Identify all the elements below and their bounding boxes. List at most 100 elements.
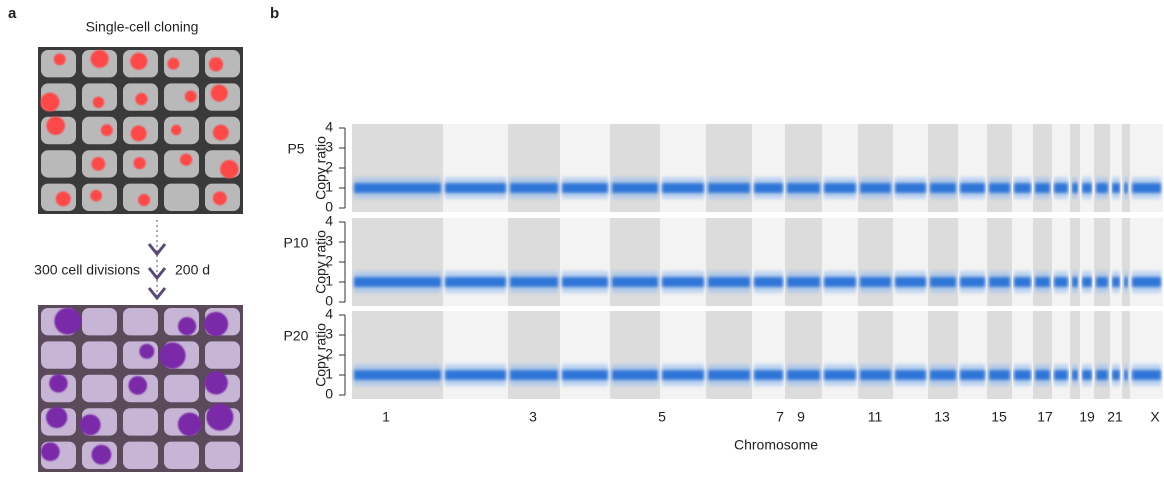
copy-ratio-band <box>354 183 441 193</box>
copy-ratio-band <box>1014 370 1031 380</box>
colony <box>210 84 228 102</box>
chromosome-band <box>1122 124 1130 212</box>
y-tick-label: 2 <box>325 159 333 175</box>
copy-ratio-band <box>445 277 506 287</box>
copy-ratio-band <box>754 183 783 193</box>
copy-ratio-band <box>1014 183 1031 193</box>
colony <box>46 406 68 429</box>
well <box>123 308 158 336</box>
panel-title: Single-cell cloning <box>86 19 199 35</box>
well <box>41 150 76 178</box>
colony <box>137 193 151 207</box>
well <box>82 374 117 403</box>
chromosome-band <box>1122 311 1130 399</box>
copy-ratio-band <box>1014 277 1031 287</box>
arrow-label: 200 d <box>175 262 210 278</box>
copy-ratio-band <box>354 277 441 287</box>
colony <box>220 159 239 179</box>
colony <box>46 116 65 135</box>
x-tick-label: 17 <box>1037 409 1053 425</box>
well <box>41 341 76 369</box>
y-tick-label: 1 <box>325 273 333 289</box>
copy-ratio-band <box>445 183 506 193</box>
row-label: P5 <box>287 141 304 157</box>
chromosome-band <box>1122 218 1130 306</box>
copy-ratio-band <box>895 370 926 380</box>
copy-ratio-band <box>445 370 506 380</box>
y-axis-label: Copy ratio <box>313 136 329 200</box>
x-tick-label: 11 <box>868 409 883 425</box>
x-tick-label: 1 <box>382 409 390 425</box>
copy-ratio-band <box>860 183 891 193</box>
copy-ratio-band <box>754 277 783 287</box>
colony <box>40 92 60 112</box>
y-tick-label: 1 <box>325 179 333 195</box>
copy-ratio-band <box>824 277 856 287</box>
y-tick-label: 4 <box>325 306 333 322</box>
colony <box>159 342 186 369</box>
copy-ratio-band <box>1124 277 1128 287</box>
copy-ratio-band <box>612 370 658 380</box>
copy-ratio-band <box>754 370 783 380</box>
colony <box>177 412 202 437</box>
arrow <box>147 220 167 301</box>
colony <box>130 52 148 70</box>
well <box>164 83 199 111</box>
well <box>164 441 199 469</box>
x-axis-label: Chromosome <box>734 437 818 453</box>
colony <box>53 53 66 66</box>
well <box>123 408 158 436</box>
copy-ratio-band <box>1124 183 1128 193</box>
well <box>82 308 117 336</box>
colony <box>92 96 105 109</box>
x-tick-label: 3 <box>529 409 537 425</box>
y-axis-label: Copy ratio <box>313 230 329 294</box>
copy-ratio-band <box>1072 370 1078 380</box>
copy-ratio-band <box>1054 277 1068 287</box>
colony <box>128 376 148 395</box>
copy-ratio-band <box>662 183 704 193</box>
x-tick-label: X <box>1150 409 1160 425</box>
colony <box>139 343 155 359</box>
well <box>205 441 240 469</box>
y-tick-label: 0 <box>325 199 333 215</box>
well <box>164 116 199 145</box>
copy-ratio-band <box>562 277 608 287</box>
colony <box>133 157 146 170</box>
y-tick-label: 2 <box>325 346 333 362</box>
copy-ratio-band <box>1132 277 1161 287</box>
copy-ratio-band <box>1072 183 1078 193</box>
colony <box>49 374 68 393</box>
copy-ratio-band <box>960 183 985 193</box>
copy-ratio-band <box>960 277 985 287</box>
copy-ratio-band <box>1054 370 1068 380</box>
panel-label: a <box>8 5 17 22</box>
x-tick-label: 7 <box>776 409 784 425</box>
colony <box>54 307 82 335</box>
copy-ratio-band <box>612 183 658 193</box>
well <box>205 341 240 369</box>
colony <box>91 156 106 171</box>
y-axis-label: Copy ratio <box>313 323 329 387</box>
row-label: P10 <box>284 235 309 251</box>
well <box>123 441 158 469</box>
chromosome-band <box>1070 311 1080 399</box>
x-tick-label: 9 <box>797 409 805 425</box>
copy-ratio-band <box>510 183 558 193</box>
x-tick-label: 13 <box>934 409 950 425</box>
copy-ratio-band <box>354 370 441 380</box>
well <box>164 150 199 178</box>
chromosome-band <box>1070 218 1080 306</box>
copy-ratio-band <box>1124 370 1128 380</box>
colony <box>90 49 109 68</box>
copy-ratio-band <box>1054 183 1068 193</box>
colony <box>171 124 182 136</box>
copy-ratio-band <box>1035 183 1050 193</box>
colony <box>208 57 224 72</box>
copy-ratio-band <box>930 183 956 193</box>
x-tick-label: 15 <box>991 409 1007 425</box>
well <box>164 50 199 78</box>
copy-ratio-band <box>1082 183 1092 193</box>
copy-ratio-band <box>960 370 985 380</box>
